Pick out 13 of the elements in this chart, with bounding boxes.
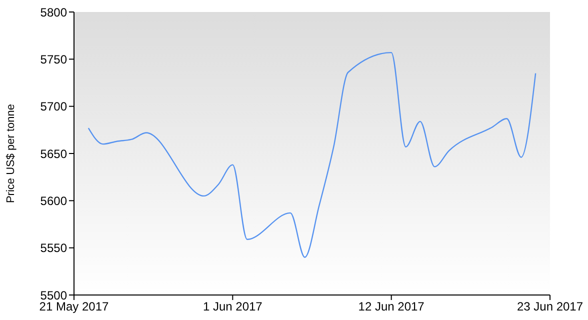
line-series bbox=[88, 52, 536, 258]
x-tick-label: 23 Jun 2017 bbox=[516, 300, 584, 314]
y-tick-label: 5750 bbox=[40, 52, 68, 66]
x-tick-label: 21 May 2017 bbox=[39, 300, 110, 314]
x-tick-label: 1 Jun 2017 bbox=[202, 300, 263, 314]
y-tick-label: 5550 bbox=[40, 241, 68, 256]
y-axis-title: Price US$ per tonne bbox=[4, 104, 17, 204]
y-tick-label: 5800 bbox=[40, 5, 68, 20]
y-tick-label: 5500 bbox=[40, 288, 68, 302]
x-tick-label: 12 Jun 2017 bbox=[358, 300, 425, 314]
y-tick-label: 5650 bbox=[40, 146, 68, 161]
y-tick-label: 5700 bbox=[40, 100, 68, 114]
y-tick-label: 5600 bbox=[40, 194, 68, 208]
